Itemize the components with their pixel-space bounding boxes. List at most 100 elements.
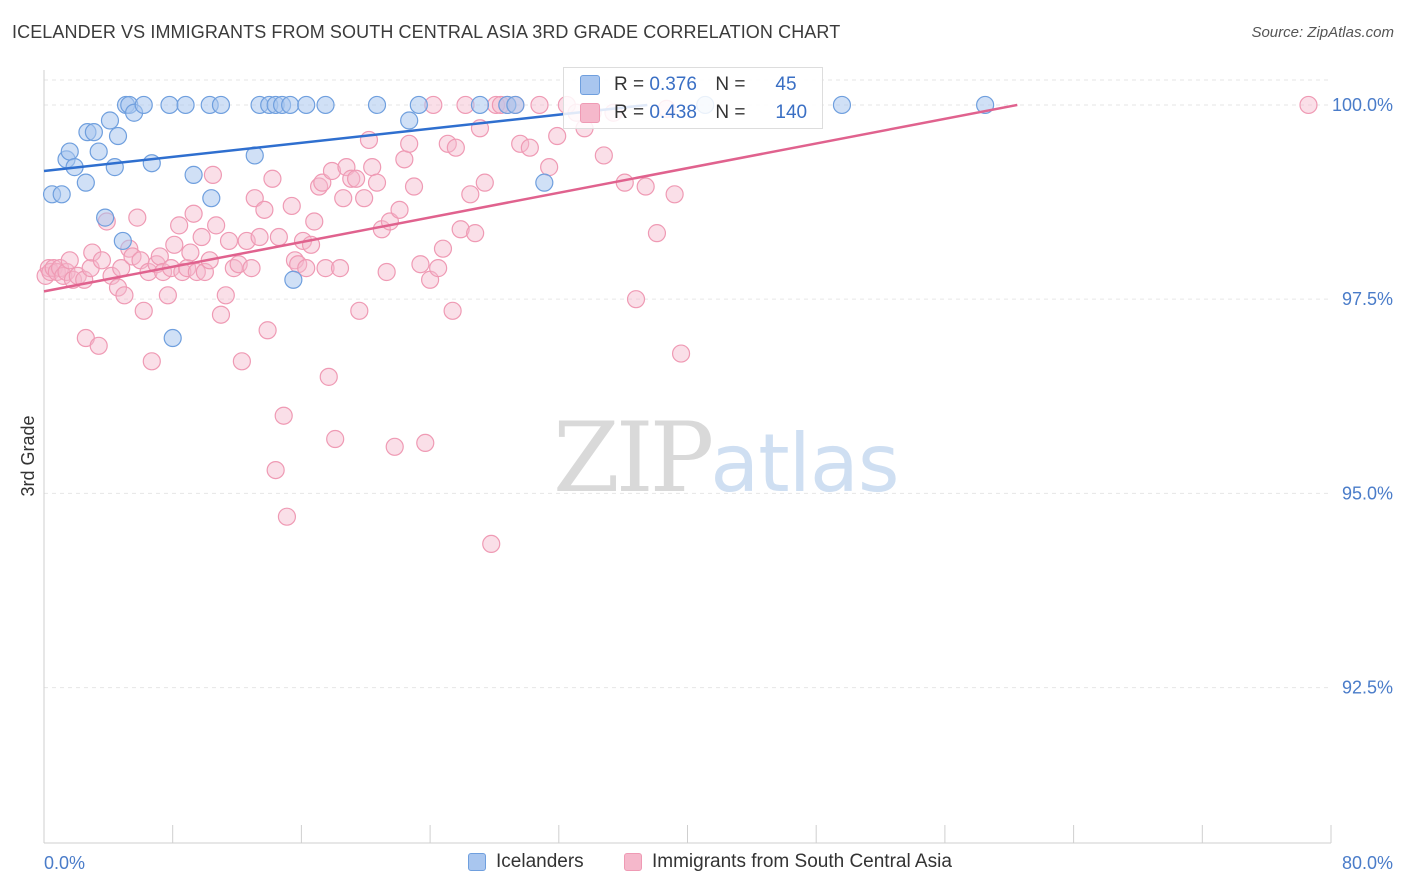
pink-point-54 <box>245 189 264 208</box>
axes <box>43 70 1332 844</box>
pink-point-71 <box>313 173 332 192</box>
x-tick-label-0: 0.0% <box>44 853 85 873</box>
pink-point-51 <box>232 352 251 371</box>
pink-point-67 <box>297 259 316 278</box>
blue-point-37 <box>409 95 428 115</box>
pink-trend-line <box>43 103 1018 293</box>
pink-point-128 <box>647 224 667 243</box>
legend-item-icelanders[interactable]: Icelanders <box>468 851 584 873</box>
pink-point-74 <box>322 161 342 181</box>
pink-point-56 <box>255 200 274 219</box>
pink-point-69 <box>305 212 324 231</box>
pink-point-30 <box>150 247 169 266</box>
pink-point-82 <box>355 189 374 208</box>
pink-point-62 <box>277 507 297 526</box>
stats-swatch-pink <box>580 103 600 123</box>
y-tick-label-0: 92.5% <box>1342 678 1393 698</box>
stats-box: R = 0.376 N = 45 R = 0.438 N = 140 <box>563 67 823 129</box>
pink-point-109 <box>482 534 501 553</box>
stats-row-blue: R = 0.376 N = 45 <box>580 73 797 97</box>
y-axis-label: 3rd Grade <box>18 415 38 496</box>
pink-point-90 <box>390 200 409 219</box>
pink-point-114 <box>511 134 530 153</box>
pink-point-72 <box>316 259 335 278</box>
pink-point-87 <box>377 262 396 282</box>
pink-point-101 <box>443 301 462 320</box>
pink-point-75 <box>326 429 345 449</box>
blue-point-19 <box>160 95 179 115</box>
blue-point-12 <box>108 126 128 146</box>
y-tick-label-2: 97.5% <box>1342 289 1393 309</box>
pink-point-130 <box>665 185 684 204</box>
blue-point-36 <box>400 111 419 130</box>
pink-point-55 <box>250 227 269 247</box>
blue-point-1 <box>52 185 71 204</box>
pink-point-73 <box>319 367 338 386</box>
pink-point-103 <box>451 220 470 239</box>
blue-point-20 <box>163 328 182 348</box>
blue-point-41 <box>535 173 554 192</box>
pink-point-77 <box>334 189 353 208</box>
stats-blue-n-value: 45 <box>775 74 797 95</box>
pink-point-89 <box>385 437 404 456</box>
pink-points <box>36 95 1318 553</box>
pink-point-123 <box>594 146 613 165</box>
blue-point-38 <box>470 95 490 115</box>
pink-point-46 <box>211 305 231 324</box>
stats-blue-n-label: N = <box>715 74 746 95</box>
pink-point-132 <box>1299 95 1318 115</box>
pink-point-126 <box>626 290 646 309</box>
blue-point-8 <box>89 142 108 161</box>
x-tick-label-1: 80.0% <box>1342 853 1393 873</box>
pink-point-53 <box>242 259 261 278</box>
pink-point-84 <box>363 158 382 177</box>
pink-point-45 <box>207 216 226 235</box>
pink-point-57 <box>258 321 277 340</box>
pink-point-24 <box>128 208 147 227</box>
pink-point-81 <box>350 301 369 320</box>
blue-point-11 <box>105 158 124 177</box>
stats-blue-r-value: 0.376 <box>649 74 697 95</box>
pink-point-94 <box>411 255 430 274</box>
blue-point-34 <box>316 95 335 115</box>
chart-title: ICELANDER VS IMMIGRANTS FROM SOUTH CENTR… <box>12 22 841 42</box>
stats-pink-r-value: 0.438 <box>649 102 697 123</box>
blue-point-24 <box>202 189 221 208</box>
blue-points <box>42 95 995 348</box>
stats-pink-n-label: N = <box>715 102 746 123</box>
pink-point-42 <box>195 262 214 282</box>
pink-point-127 <box>636 177 655 196</box>
pink-point-60 <box>269 227 288 247</box>
pink-point-34 <box>165 235 184 254</box>
blue-point-35 <box>367 95 387 115</box>
pink-point-15 <box>89 336 108 355</box>
pink-point-93 <box>404 177 424 196</box>
pink-point-16 <box>92 251 112 270</box>
pink-point-125 <box>615 173 634 192</box>
stats-blue-r-label: R = <box>614 74 645 95</box>
legend-item-immigrants[interactable]: Immigrants from South Central Asia <box>624 851 952 873</box>
pink-point-32 <box>158 286 177 305</box>
stats-swatch-blue <box>580 75 600 95</box>
pink-point-99 <box>433 239 453 258</box>
axis-labels: 92.5% 95.0% 97.5% 100.0% 0.0% 80.0% 3rd Grade <box>18 95 1393 873</box>
trend-lines <box>43 103 1018 293</box>
legend-label-immigrants: Immigrants from South Central Asia <box>652 851 952 872</box>
blue-point-18 <box>142 154 161 173</box>
grid-lines <box>44 79 1331 689</box>
blue-trend-line <box>43 103 648 173</box>
pink-point-116 <box>530 95 549 115</box>
watermark-zip: ZIP <box>553 402 714 514</box>
watermark-atlas: atlas <box>710 417 899 510</box>
pink-point-115 <box>520 138 539 157</box>
legend-swatch-pink <box>624 853 642 871</box>
blue-point-32 <box>284 270 303 289</box>
pink-point-26 <box>134 301 153 320</box>
pink-point-44 <box>203 165 223 184</box>
y-tick-label-1: 95.0% <box>1342 483 1393 503</box>
watermark: ZIPatlas <box>553 402 900 514</box>
pink-point-91 <box>395 150 414 169</box>
stats-row-pink: R = 0.438 N = 140 <box>580 101 807 125</box>
y-tick-label-3: 100.0% <box>1332 95 1393 115</box>
